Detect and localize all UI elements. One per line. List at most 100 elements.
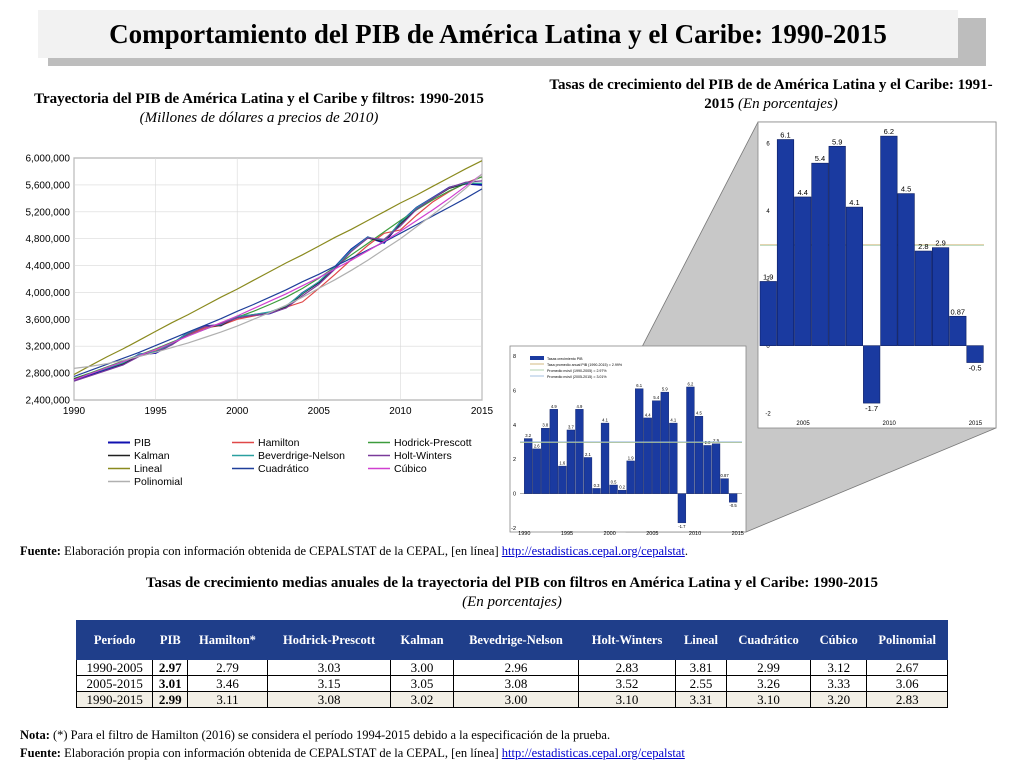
small-bar xyxy=(592,488,601,494)
small-legend-label: Promedio móvil (1990-2005) = 2.97% xyxy=(547,369,607,373)
zoom-bar xyxy=(863,345,881,404)
y-tick-label: 2,800,000 xyxy=(26,369,71,380)
plot-frame xyxy=(73,157,483,401)
zoom-bar-label: 4.5 xyxy=(901,185,911,194)
small-bar-label: 4.4 xyxy=(645,412,651,417)
zoom-bar-label: 4.1 xyxy=(849,198,859,207)
table-cell: 2.55 xyxy=(674,675,728,692)
table-row: 1990-2015 2.99 3.11 3.08 3.02 3.00 3.10 3.31 3.1… xyxy=(75,691,948,708)
growth-bar-charts: -2 0 2 4 6 8 3.22.6 3.8 4.9 1.6 3.7 4.9 2.1 0.3 4.1 0.5… xyxy=(509,121,997,537)
small-bar xyxy=(694,416,704,494)
table-row: 2005-2015 3.01 3.46 3.15 3.05 3.08 3.52 2.55 3.2… xyxy=(75,675,948,692)
page-title: Comportamiento del PIB de América Latina… xyxy=(109,18,887,49)
x-tick-label: 1990 xyxy=(63,406,86,417)
source-2-link[interactable]: http://estadisticas.cepal.org/cepalstat xyxy=(501,746,685,760)
y-tick-label: 4,800,000 xyxy=(26,234,71,245)
table-header-row: Período PIB Hamilton* Hodrick-Prescott Kalma… xyxy=(75,620,948,660)
table-header-cell: Período xyxy=(75,620,154,660)
source-note-1: Fuente: Elaboración propia con informaci… xyxy=(20,543,688,559)
zoom-bar xyxy=(932,247,950,346)
table-cell: 3.81 xyxy=(674,659,728,676)
small-legend-label: Tasa promedio anual PIB (1990-2015) = 2.… xyxy=(547,363,623,367)
small-bar-label: 2.1 xyxy=(585,452,591,457)
small-bar-label: 6.1 xyxy=(636,383,642,388)
source-1-link[interactable]: http://estadisticas.cepal.org/cepalstat xyxy=(501,544,685,558)
legend-label: Hodrick-Prescott xyxy=(394,437,472,449)
legend-label: Kalman xyxy=(134,450,170,462)
table-body: 1990-2005 2.97 2.79 3.03 3.00 2.96 2.83 3.81 2.9… xyxy=(75,659,948,708)
table-cell: 3.08 xyxy=(452,675,580,692)
small-y-tick: 6 xyxy=(513,388,516,394)
small-bar xyxy=(549,409,558,494)
small-x-tick: 2010 xyxy=(689,531,701,537)
small-bar-label: 4.1 xyxy=(670,418,676,423)
right-chart-subtitle: (En porcentajes) xyxy=(737,96,838,112)
small-bar-label: 3.2 xyxy=(525,433,531,438)
table-title-block: Tasas de crecimiento medias anuales de l… xyxy=(20,574,1004,612)
small-bar-label: 5.4 xyxy=(653,395,659,400)
small-x-tick: 1990 xyxy=(518,531,530,537)
small-bar-label: 1.6 xyxy=(559,461,565,466)
table-cell: 2005-2015 xyxy=(75,675,154,692)
table-row: 1990-2005 2.97 2.79 3.03 3.00 2.96 2.83 3.81 2.9… xyxy=(75,659,948,676)
source-1-end: . xyxy=(684,544,688,558)
table-cell: 3.31 xyxy=(674,691,728,708)
small-bar-label: 0.5 xyxy=(611,480,617,485)
small-bar xyxy=(660,391,669,494)
small-bar xyxy=(566,429,576,494)
table-cell: 3.46 xyxy=(187,675,268,692)
small-y-tick: 0 xyxy=(513,492,516,498)
table-header-cell: Cuadrático xyxy=(726,620,812,660)
small-bar xyxy=(652,400,661,494)
table-cell: 3.10 xyxy=(578,691,676,708)
small-bar-label: 1.9 xyxy=(628,455,634,460)
small-bar xyxy=(541,428,550,494)
y-tick-label: 4,000,000 xyxy=(26,288,71,299)
series-line-cuadrático xyxy=(73,188,483,378)
zoom-bar xyxy=(880,135,898,346)
x-tick-label: 2000 xyxy=(226,406,249,417)
table-cell: 2.79 xyxy=(187,659,268,676)
legend-label: Polinomial xyxy=(134,476,182,488)
legend-label: PIB xyxy=(134,437,151,449)
table-cell: 1990-2015 xyxy=(75,691,154,708)
table-cell: 3.05 xyxy=(390,675,454,692)
small-bar-label: 4.5 xyxy=(696,411,702,416)
table-subtitle: (En porcentajes) xyxy=(462,594,562,610)
small-bar xyxy=(720,478,729,494)
zoom-bar-label: -0.5 xyxy=(969,364,982,373)
zoom-y-tick: 0 xyxy=(766,344,770,350)
legend-label: Hamilton xyxy=(258,437,300,449)
small-bar xyxy=(617,489,627,494)
table-header-cell: Lineal xyxy=(674,620,728,660)
y-tick-label: 4,400,000 xyxy=(26,261,71,272)
table-cell: 3.11 xyxy=(187,691,268,708)
zoom-y-tick: 4 xyxy=(766,209,770,215)
small-bar xyxy=(635,388,644,494)
table-cell: 3.02 xyxy=(390,691,454,708)
small-bar-label: 2.9 xyxy=(713,438,719,443)
series-line-lineal xyxy=(73,160,483,376)
small-bar-label: 3.7 xyxy=(568,424,574,429)
small-bar xyxy=(728,493,738,503)
table-title: Tasas de crecimiento medias anuales de l… xyxy=(145,575,879,591)
small-bar xyxy=(669,422,678,494)
small-x-tick: 2015 xyxy=(732,531,744,537)
table-cell: 3.10 xyxy=(726,691,812,708)
table-header-cell: Cúbico xyxy=(810,620,868,660)
zoom-bar xyxy=(828,145,846,346)
y-tick-label: 6,000,000 xyxy=(26,154,71,165)
legend-label: Lineal xyxy=(134,463,162,475)
small-bar xyxy=(609,484,618,494)
source-1-label: Fuente: xyxy=(20,544,61,558)
table-cell: 2.83 xyxy=(866,691,948,708)
x-tick-label: 2005 xyxy=(308,406,331,417)
x-tick-label: 2015 xyxy=(471,406,494,417)
zoom-bar-label: 0.87 xyxy=(951,307,966,316)
zoom-bar-label: 2.9 xyxy=(935,239,945,248)
small-bar-label: 4.9 xyxy=(577,404,583,409)
zoom-x-tick: 2010 xyxy=(883,421,897,427)
small-y-tick: 2 xyxy=(513,457,516,463)
zoom-bar-label: 6.2 xyxy=(884,127,894,136)
zoom-y-tick: -2 xyxy=(765,412,771,418)
